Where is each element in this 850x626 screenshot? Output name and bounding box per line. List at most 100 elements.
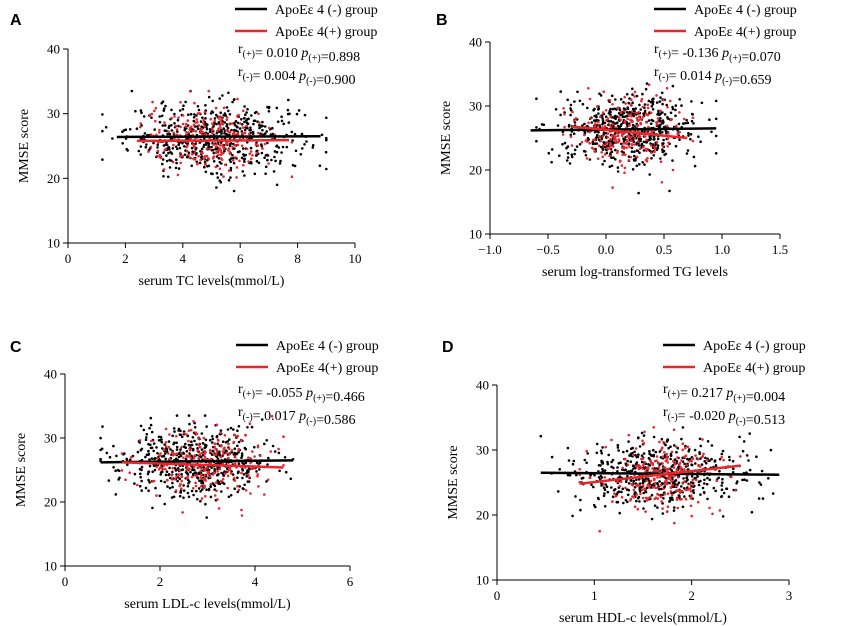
data-point (177, 455, 181, 459)
data-point (242, 473, 246, 476)
data-point (214, 481, 218, 484)
data-point (631, 451, 634, 455)
data-point (251, 450, 254, 453)
data-point (170, 129, 174, 132)
data-point (622, 501, 625, 505)
data-point (629, 460, 633, 464)
data-point (159, 435, 163, 439)
data-point (674, 114, 677, 118)
data-point (226, 126, 230, 130)
data-point (171, 147, 175, 150)
data-point (236, 115, 239, 118)
data-point (245, 111, 248, 114)
stat-negative: r(-)= -0.020 p(-)=0.513 (663, 405, 785, 428)
data-point (104, 125, 108, 129)
data-point (693, 476, 697, 480)
stat-part: -0.020 (689, 409, 725, 424)
data-point (148, 458, 151, 461)
data-point (147, 442, 150, 446)
data-point (192, 486, 195, 490)
data-point (221, 440, 225, 444)
data-point (148, 481, 151, 484)
data-point (180, 475, 184, 478)
data-point (629, 155, 633, 159)
data-point (649, 137, 652, 140)
data-point (637, 111, 641, 114)
data-point (593, 107, 596, 111)
data-point (179, 161, 182, 165)
data-point (235, 176, 238, 179)
data-point (299, 153, 303, 156)
data-point (731, 459, 735, 463)
data-point (166, 485, 169, 488)
data-point (178, 433, 182, 436)
data-point (163, 452, 167, 455)
stat-positive: r(+)= 0.010 p(+)=0.898 (238, 42, 360, 65)
data-point (650, 151, 653, 155)
data-point (190, 489, 194, 493)
data-point (240, 118, 243, 121)
data-point (217, 157, 221, 160)
data-point (137, 149, 141, 153)
x-tick-label: −1.0 (478, 242, 502, 257)
data-point (691, 490, 695, 493)
data-point (679, 466, 683, 469)
data-point (224, 132, 228, 136)
data-point (231, 473, 235, 476)
data-point (605, 142, 608, 146)
data-point (732, 467, 735, 471)
data-point (666, 470, 669, 473)
data-point (208, 147, 211, 151)
data-point (630, 115, 633, 118)
data-point (154, 119, 157, 123)
data-point (747, 459, 750, 462)
data-point (231, 100, 234, 104)
data-point (614, 135, 617, 138)
data-point (223, 149, 226, 153)
data-point (238, 150, 241, 153)
data-point (209, 457, 213, 461)
data-point (579, 498, 582, 502)
data-point (602, 90, 605, 93)
stat-part: p (721, 46, 729, 61)
data-point (655, 101, 659, 104)
data-point (670, 118, 673, 121)
data-point (535, 139, 538, 143)
data-point (638, 147, 642, 151)
data-point (203, 449, 206, 453)
data-point (187, 153, 190, 157)
data-point (192, 119, 196, 123)
data-point (649, 122, 653, 125)
data-point (633, 136, 637, 140)
data-point (242, 487, 245, 491)
data-point (671, 483, 674, 487)
data-point (701, 486, 705, 490)
data-point (633, 493, 636, 496)
data-point (581, 124, 584, 127)
data-point (661, 493, 664, 497)
data-point (678, 491, 682, 494)
data-point (658, 130, 661, 133)
stat-part: r (663, 405, 668, 420)
data-point (652, 135, 656, 138)
data-point (745, 471, 748, 474)
data-point (245, 474, 248, 478)
data-point (609, 120, 613, 123)
data-point (158, 155, 162, 159)
data-point (214, 165, 218, 169)
data-point (130, 455, 133, 459)
data-point (633, 143, 636, 146)
data-point (604, 483, 608, 486)
data-point (696, 475, 699, 478)
data-point (652, 470, 656, 473)
data-point (233, 433, 236, 437)
data-point (652, 448, 655, 452)
data-point (272, 170, 276, 173)
data-point (215, 122, 218, 126)
data-point (597, 476, 601, 479)
data-point (657, 466, 661, 469)
data-point (218, 467, 222, 471)
data-point (621, 134, 624, 137)
data-point (665, 458, 669, 461)
data-point (291, 163, 295, 167)
